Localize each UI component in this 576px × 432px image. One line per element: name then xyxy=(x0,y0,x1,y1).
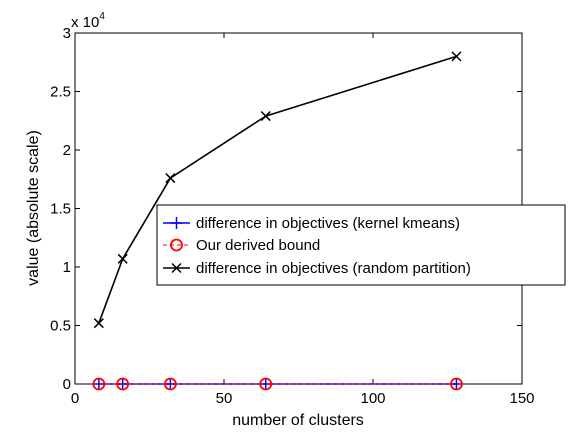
legend-label-derived-bound: Our derived bound xyxy=(196,237,320,254)
y-tick-label: 2 xyxy=(63,142,71,159)
x-axis-label: number of clusters xyxy=(232,412,364,429)
series-2 xyxy=(93,51,462,329)
legend-label-kernel-kmeans: difference in objectives (kernel kmeans) xyxy=(196,215,460,232)
y-multiplier-exponent: 4 xyxy=(99,11,105,22)
y-tick-label: 0 xyxy=(63,376,71,393)
legend-marker xyxy=(170,238,183,252)
x-tick-label: 100 xyxy=(360,390,385,407)
data-point xyxy=(260,111,271,122)
data-point xyxy=(163,377,177,391)
legend-marker xyxy=(171,262,182,274)
legend-box xyxy=(156,204,566,286)
series-1 xyxy=(92,377,463,391)
data-point xyxy=(116,377,130,391)
data-point xyxy=(451,51,462,62)
y-tick-label: 1.5 xyxy=(50,201,71,218)
legend-label-random-partition: difference in objectives (random partiti… xyxy=(196,260,471,277)
y-tick-label: 2.5 xyxy=(50,84,71,101)
legend-marker xyxy=(170,217,183,229)
data-point xyxy=(93,318,104,329)
data-point xyxy=(450,377,463,391)
y-tick-label: 3 xyxy=(63,25,71,42)
data-point xyxy=(117,253,128,264)
x-tick-label: 0 xyxy=(71,390,79,407)
series-layer xyxy=(92,51,463,391)
legend: difference in objectives (kernel kmeans)… xyxy=(156,204,566,286)
data-point xyxy=(259,377,273,391)
x-tick-label: 150 xyxy=(509,390,534,407)
y-axis-multiplier: x 104 xyxy=(71,11,105,31)
y-multiplier-base: x 10 xyxy=(71,14,99,31)
y-tick-label: 0.5 xyxy=(50,318,71,335)
y-axis-label: value (absolute scale) xyxy=(25,130,42,286)
data-point xyxy=(92,377,106,391)
y-tick-label: 1 xyxy=(63,259,71,276)
legend-markers xyxy=(163,217,190,274)
data-point xyxy=(165,173,176,184)
axis-ticks: 0 50 100 150 0 0.5 1 1.5 2 2.5 3 xyxy=(50,25,534,407)
x-tick-label: 50 xyxy=(216,390,233,407)
